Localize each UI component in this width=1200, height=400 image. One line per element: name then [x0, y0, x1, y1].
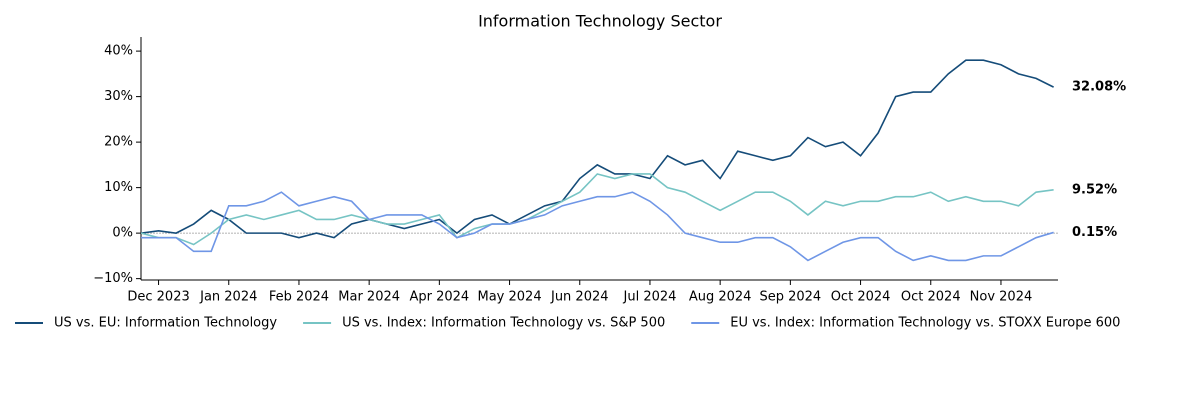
series-line — [140, 173, 1054, 246]
end-label: 9.52% — [1072, 182, 1117, 197]
y-tick-label: 30% — [104, 89, 133, 104]
x-tick-label: Apr 2024 — [409, 290, 469, 305]
y-tick-label: 10% — [104, 180, 133, 195]
x-tick-label: Aug 2024 — [689, 290, 752, 305]
end-label: 0.15% — [1072, 225, 1117, 240]
x-tick-label: Mar 2024 — [338, 290, 400, 305]
series-line — [141, 191, 1054, 262]
y-tick-label: 40% — [104, 44, 133, 59]
series-line — [140, 59, 1054, 239]
x-tick-label: Nov 2024 — [970, 290, 1033, 305]
x-tick-label: Oct 2024 — [831, 290, 891, 305]
y-tick-label: −10% — [93, 271, 133, 286]
legend-label: EU vs. Index: Information Technology vs.… — [730, 316, 1120, 331]
x-tick-label: Jan 2024 — [199, 290, 257, 305]
x-tick-label: Jul 2024 — [623, 290, 677, 305]
legend-label: US vs. Index: Information Technology vs.… — [342, 316, 665, 331]
chart-title: Information Technology Sector — [478, 12, 722, 31]
legend-label: US vs. EU: Information Technology — [54, 316, 277, 331]
y-tick-label: 20% — [104, 135, 133, 150]
x-tick-label: Sep 2024 — [759, 290, 821, 305]
y-tick-label: 0% — [112, 226, 133, 241]
x-tick-label: Feb 2024 — [269, 290, 329, 305]
x-tick-label: Jun 2024 — [550, 290, 609, 305]
x-tick-label: May 2024 — [478, 290, 542, 305]
x-tick-label: Dec 2023 — [127, 290, 189, 305]
end-label: 32.08% — [1072, 80, 1126, 95]
x-tick-label: Oct 2024 — [901, 290, 961, 305]
